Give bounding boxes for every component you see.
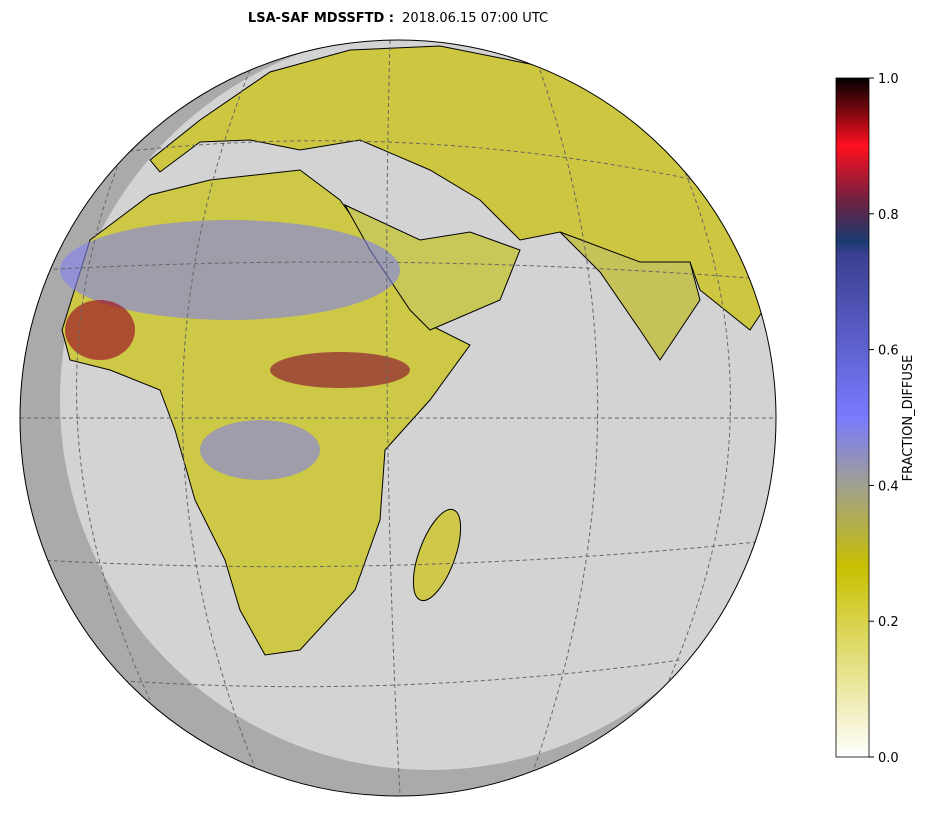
cloud-west — [65, 300, 135, 360]
colorbar-tick-label: 0.8 — [878, 208, 899, 223]
madagascar — [412, 508, 462, 602]
graticule — [20, 40, 776, 796]
colorbar-label: FRACTION_DIFFUSE — [901, 355, 916, 482]
colorbar-tick-label: 1.0 — [878, 72, 899, 87]
india — [559, 231, 701, 361]
colorbar-tick-label: 0.6 — [878, 344, 899, 359]
globe-outline — [19, 39, 777, 797]
colorbar-tick-label: 0.0 — [878, 751, 899, 766]
title-product: LSA-SAF MDSSFTD : — [248, 11, 394, 26]
globe — [20, 40, 776, 796]
title: LSA-SAF MDSSFTD : 2018.06.15 07:00 UTC — [248, 11, 548, 26]
cloud-band — [270, 352, 410, 388]
colorbar — [835, 77, 870, 758]
title-time: 2018.06.15 07:00 UTC — [402, 11, 548, 26]
colorbar-tick-label: 0.2 — [878, 615, 899, 630]
colorbar-tick-label: 0.4 — [878, 479, 899, 494]
congo-band — [200, 420, 320, 480]
sahel-band — [60, 220, 400, 320]
